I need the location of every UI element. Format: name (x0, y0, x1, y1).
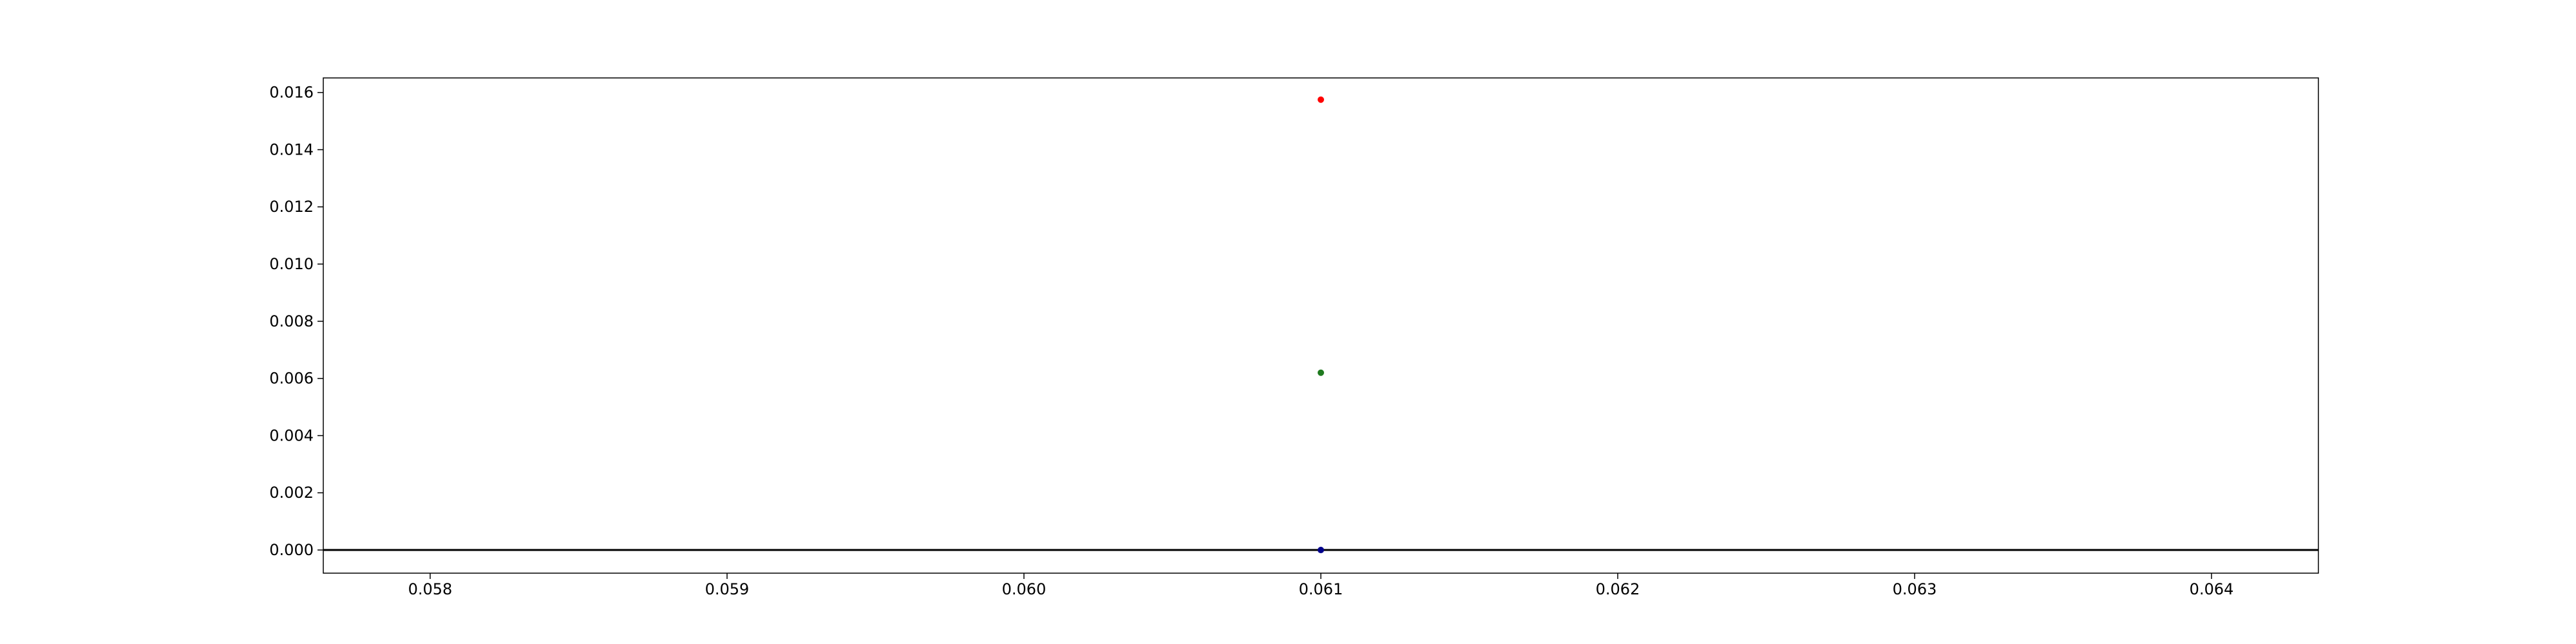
y-tick-label: 0.006 (269, 370, 314, 388)
data-point (1318, 96, 1324, 103)
x-tick-label: 0.060 (1002, 580, 1046, 598)
data-point (1318, 369, 1324, 376)
plot-frame (323, 77, 2319, 574)
y-tick-label: 0.010 (269, 255, 314, 273)
y-tick-label: 0.014 (269, 140, 314, 158)
x-tick-label: 0.058 (408, 580, 453, 598)
y-tick-label: 0.016 (269, 84, 314, 102)
y-tick-label: 0.004 (269, 426, 314, 444)
y-tick-label: 0.000 (269, 541, 314, 559)
plot-area: 0.058 0.059 0.060 0.061 0.062 0.063 0.064 0.000… (269, 77, 2319, 598)
x-tick-label: 0.062 (1596, 580, 1640, 598)
y-tick-label: 0.012 (269, 198, 314, 216)
x-tick-label: 0.059 (705, 580, 750, 598)
x-tick-label: 0.064 (2190, 580, 2234, 598)
y-tick-label: 0.002 (269, 484, 314, 502)
y-tick-label: 0.008 (269, 312, 314, 330)
x-tick-label: 0.061 (1299, 580, 1343, 598)
data-point (1318, 547, 1324, 554)
x-tick-label: 0.063 (1893, 580, 1937, 598)
